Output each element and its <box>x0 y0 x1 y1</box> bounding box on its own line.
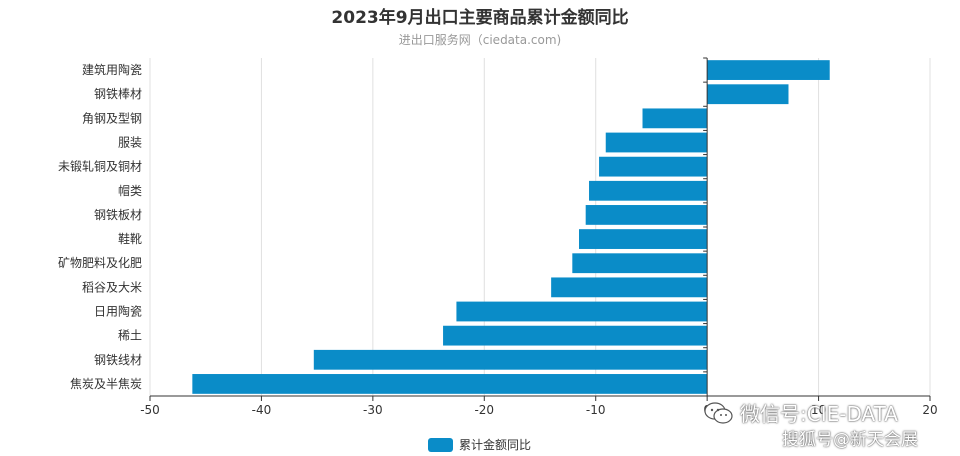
category-label: 帽类 <box>118 183 142 198</box>
category-label: 建筑用陶瓷 <box>82 62 142 77</box>
category-label: 未锻轧铜及铜材 <box>58 159 142 174</box>
category-label: 钢铁棒材 <box>94 87 142 101</box>
x-tick-label: -30 <box>363 403 383 417</box>
x-tick-label: -50 <box>140 403 160 417</box>
bar <box>313 349 708 370</box>
x-tick-label: 10 <box>811 403 826 417</box>
bar <box>605 132 708 153</box>
bar <box>572 253 708 274</box>
bar <box>642 108 708 129</box>
bar <box>456 301 708 322</box>
category-label: 日用陶瓷 <box>94 304 142 319</box>
category-label: 钢铁板材 <box>94 208 142 222</box>
category-label: 矿物肥料及化肥 <box>58 256 142 270</box>
x-tick-label: -20 <box>474 403 494 417</box>
x-tick-label: -10 <box>586 403 606 417</box>
grid-lines <box>149 58 931 396</box>
x-tick-label: -40 <box>252 403 272 417</box>
x-tick-labels: -50-40-30-20-1001020 <box>140 403 937 417</box>
bar <box>443 325 708 346</box>
category-label: 鞋靴 <box>118 231 142 246</box>
legend-swatch <box>428 437 453 452</box>
watermark-wechat: 微信号:CIE-DATA <box>740 402 898 426</box>
category-label: 角钢及型钢 <box>82 111 142 125</box>
category-labels: 建筑用陶瓷钢铁棒材角钢及型钢服装未锻轧铜及铜材帽类钢铁板材鞋靴矿物肥料及化肥稻谷… <box>58 62 142 391</box>
category-label: 稻谷及大米 <box>82 280 142 294</box>
bar-series <box>192 60 830 394</box>
category-label: 稀土 <box>118 329 142 343</box>
bar <box>192 374 708 394</box>
bar <box>585 205 708 225</box>
axes <box>149 57 931 401</box>
legend[interactable]: 累计金额同比 <box>428 436 531 453</box>
bar <box>707 60 830 80</box>
category-label: 焦炭及半焦炭 <box>70 377 142 391</box>
chart-title: 2023年9月出口主要商品累计金额同比 <box>331 8 629 28</box>
watermark-sohu: 搜狐号@新天会展 <box>782 430 918 450</box>
chart-subtitle: 进出口服务网（ciedata.com) <box>398 33 562 47</box>
category-label: 服装 <box>118 136 142 150</box>
bar <box>589 180 708 201</box>
category-label: 钢铁线材 <box>94 353 142 367</box>
legend-label: 累计金额同比 <box>459 438 532 452</box>
bar <box>551 277 708 298</box>
x-tick-label: 20 <box>922 403 937 417</box>
bar <box>599 156 708 177</box>
bar <box>579 229 708 249</box>
wechat-logo-icon <box>704 402 733 424</box>
bar <box>707 84 789 105</box>
